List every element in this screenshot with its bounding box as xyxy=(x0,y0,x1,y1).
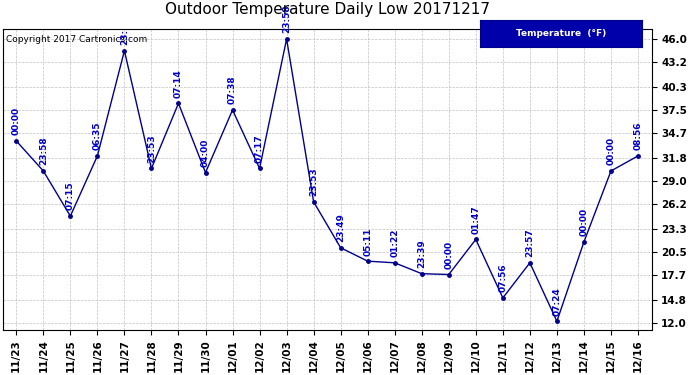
Text: 04:00: 04:00 xyxy=(201,139,210,167)
Text: 07:15: 07:15 xyxy=(66,182,75,210)
Text: 23:58: 23:58 xyxy=(39,137,48,165)
Text: 23:: 23: xyxy=(120,29,129,45)
Text: 01:47: 01:47 xyxy=(471,205,480,234)
Text: 23:49: 23:49 xyxy=(336,213,345,242)
Text: 00:00: 00:00 xyxy=(580,208,589,236)
Text: 07:17: 07:17 xyxy=(255,134,264,163)
Text: 23:53: 23:53 xyxy=(147,134,156,163)
Text: 07:38: 07:38 xyxy=(228,76,237,105)
Title: Outdoor Temperature Daily Low 20171217: Outdoor Temperature Daily Low 20171217 xyxy=(165,2,490,17)
Text: 05:11: 05:11 xyxy=(363,227,372,256)
Text: 23:53: 23:53 xyxy=(309,168,318,196)
Text: 08:56: 08:56 xyxy=(633,122,642,150)
Text: 00:00: 00:00 xyxy=(607,137,615,165)
Text: 07:14: 07:14 xyxy=(174,69,183,98)
Text: 23:39: 23:39 xyxy=(417,239,426,268)
Text: 07:24: 07:24 xyxy=(553,287,562,316)
Text: 00:00: 00:00 xyxy=(12,107,21,135)
Text: 23:57: 23:57 xyxy=(525,228,534,257)
Text: 06:35: 06:35 xyxy=(93,122,102,150)
Text: 01:22: 01:22 xyxy=(391,229,400,257)
Text: Copyright 2017 Cartronics.com: Copyright 2017 Cartronics.com xyxy=(6,35,147,44)
Text: 23:58: 23:58 xyxy=(282,5,291,33)
Text: 00:00: 00:00 xyxy=(444,241,453,269)
Text: 07:56: 07:56 xyxy=(498,264,507,292)
